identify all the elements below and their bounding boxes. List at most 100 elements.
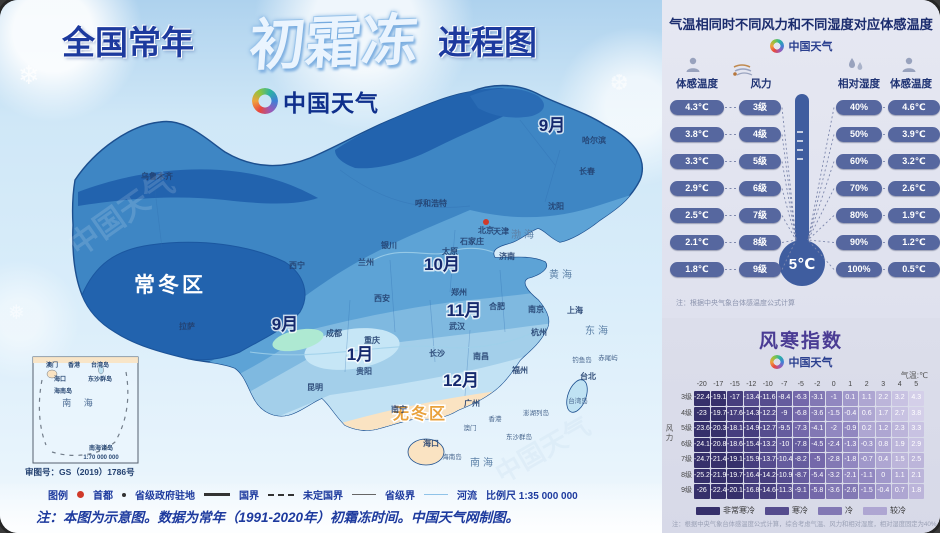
windchill-cell: -20.3	[710, 422, 726, 437]
legend-label: 较冷	[890, 506, 906, 515]
inset-label: 香港	[67, 361, 81, 369]
column-header: -7	[781, 381, 788, 388]
windchill-cell: -9.1	[793, 484, 809, 499]
legend-river: 河流	[457, 491, 477, 502]
windchill-cell: -1.5	[826, 406, 842, 421]
feels-temp-pill: 2.5℃	[670, 208, 724, 223]
windchill-cell: -5	[809, 453, 825, 468]
row-header: 5级	[681, 425, 692, 432]
windchill-cell: 0.4	[875, 453, 891, 468]
feels-temp-pill: 1.8℃	[670, 262, 724, 277]
person-icon	[902, 57, 916, 72]
windchill-cell: -10.9	[776, 468, 792, 483]
column-header: -15	[729, 381, 740, 388]
windchill-cell: -1.1	[859, 468, 875, 483]
windchill-cell: -3.2	[826, 468, 842, 483]
capital-label: 北京	[478, 225, 494, 235]
windchill-cell: 2.2	[875, 391, 891, 406]
wind-chill-title: 风寒指数	[758, 331, 843, 352]
legend-item: 非常寒冷	[696, 505, 755, 516]
city-label: 西宁	[289, 260, 305, 270]
column-header: 2	[864, 381, 869, 388]
feels-temp-pill: 0.5℃	[888, 262, 940, 277]
thermometer-diagram: 5℃	[725, 94, 887, 286]
feels-rows: 4.3℃ 3级 40% 4.6℃ 3.8℃ 4级 50% 3.9℃ 3.3℃ 5级 60% 3.2℃ 2…	[662, 0, 940, 318]
base-temperature: 5℃	[789, 256, 816, 273]
city-label: 福州	[511, 365, 528, 375]
zone-label: 1月	[347, 345, 373, 364]
geo-label: 赤尾屿	[598, 353, 618, 362]
windchill-cell: -3.1	[809, 391, 825, 406]
windchill-cell: 0.1	[842, 391, 858, 406]
windchill-cell: 0.8	[875, 437, 891, 452]
windchill-cell: 3.2	[892, 391, 908, 406]
feels-temp-pill: 3.2℃	[888, 154, 940, 169]
windchill-cell: -1.5	[859, 484, 875, 499]
windchill-cell: -5.4	[809, 468, 825, 483]
geo-label: 澎湖列岛	[523, 408, 549, 417]
zone-label: 常冬区	[134, 273, 206, 297]
windchill-cell: 1.2	[875, 422, 891, 437]
column-header: -12	[746, 381, 757, 388]
windchill-cell: -14.2	[760, 468, 776, 483]
windchill-cell: -2.4	[826, 437, 842, 452]
wind-chill-panel: 风寒指数 中国天气 气温:℃ 风力 -20 -17 -15 -12 -10 -7 -5 -2 0…	[662, 318, 940, 533]
windchill-cell: -2.1	[842, 468, 858, 483]
wind-chill-legend: 非常寒冷 寒冷 冷 较冷	[662, 505, 940, 516]
windchill-cell: -9.5	[776, 422, 792, 437]
wind-level-pill: 3级	[739, 100, 781, 115]
city-label: 重庆	[364, 335, 380, 345]
geo-label: 南海	[470, 456, 496, 469]
map-footer	[0, 484, 662, 533]
taiwan-island	[566, 379, 588, 413]
row-header: 3级	[681, 394, 692, 401]
national-border-line-icon	[204, 493, 230, 496]
feels-headers: 体感温度 风力 相对湿度 体感温度	[662, 76, 940, 90]
city-label: 杭州	[531, 327, 547, 337]
river-line-icon	[424, 493, 448, 496]
column-header: -17	[713, 381, 724, 388]
feels-temp-pill: 3.3℃	[670, 154, 724, 169]
legend-swatch-icon	[696, 506, 720, 515]
city-label: 郑州	[451, 287, 467, 297]
column-header: -2	[814, 381, 821, 388]
windchill-cell: -8.4	[776, 391, 792, 406]
geo-label: 香港	[489, 414, 503, 423]
row-header: 4级	[681, 409, 692, 417]
city-label: 合肥	[488, 301, 505, 311]
column-header: 3	[881, 381, 886, 388]
city-label: 台北	[580, 371, 596, 381]
column-header: -10	[762, 381, 773, 388]
windchill-cell: 1.9	[892, 437, 908, 452]
windchill-cell: -12.7	[760, 422, 776, 437]
feels-like-title: 气温相同时不同风力和不同湿度对应体感温度	[669, 17, 933, 32]
column-header: -5	[797, 381, 804, 388]
feels-temp-pill: 2.1℃	[670, 235, 724, 250]
windchill-cell: 2.5	[908, 453, 924, 468]
right-panel: 气温相同时不同风力和不同湿度对应体感温度 中国天气	[662, 0, 940, 533]
windchill-cell: 4.3	[908, 391, 924, 406]
windchill-cell: 2.3	[892, 422, 908, 437]
wind-axis-label: 风力	[665, 424, 674, 443]
geo-label: 黄海	[549, 268, 575, 281]
windchill-cell: -2.6	[842, 484, 858, 499]
windchill-cell: -6.3	[793, 391, 809, 406]
city-label: 银川	[380, 240, 397, 250]
windchill-cell: -1.3	[842, 437, 858, 452]
geo-label: 海南岛	[442, 452, 462, 461]
windchill-cell: -8.7	[793, 468, 809, 483]
city-label: 贵阳	[356, 366, 372, 376]
legend-item: 寒冷	[765, 505, 808, 516]
windchill-cell: -19.1	[710, 391, 726, 406]
windchill-cell: -14.3	[743, 406, 759, 421]
legend-capital: 首都	[93, 491, 113, 502]
legend-undefined-border: 未定国界	[303, 491, 343, 502]
legend-swatch-icon	[863, 506, 887, 515]
wind-level-pill: 9级	[739, 262, 781, 277]
wind-icon	[733, 64, 753, 76]
capital-dot-icon	[77, 491, 84, 498]
windchill-cell: -24.7	[694, 453, 710, 468]
row-header: 7级	[681, 456, 692, 463]
humidity-pill: 50%	[836, 127, 882, 142]
city-label: 太原	[441, 246, 458, 256]
